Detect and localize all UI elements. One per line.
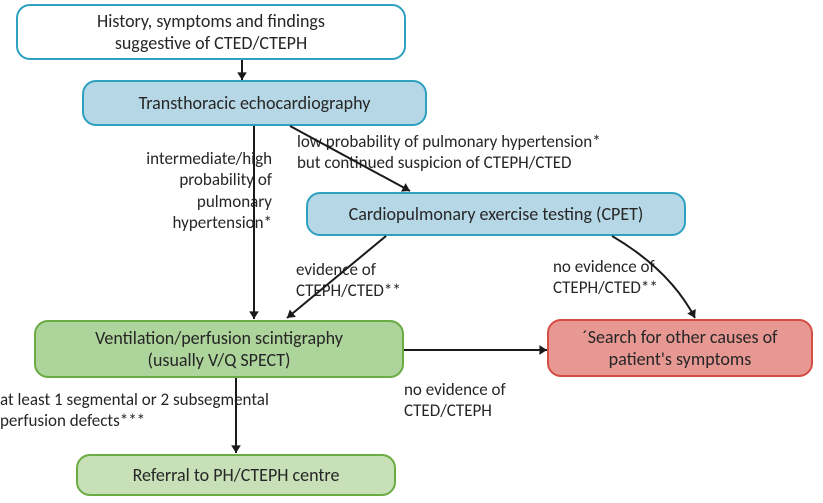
label-noevidence1: no evidence of CTEPH/CTED** [553, 256, 713, 299]
node-cpet: Cardiopulmonary exercise testing (CPET) [306, 192, 686, 236]
node-cpet-text: Cardiopulmonary exercise testing (CPET) [349, 203, 644, 226]
node-history: History, symptoms and findings suggestiv… [16, 4, 406, 60]
node-vq-text: Ventilation/perfusion scintigraphy (usua… [95, 327, 343, 372]
label-intermediate: intermediate/high probability of pulmona… [92, 148, 272, 233]
arrowhead-vq-to-referral [231, 445, 241, 453]
arrowhead-cpet-to-search [687, 309, 696, 318]
arrowhead-cpet-to-vq [287, 309, 296, 318]
node-search-text: ´Search for other causes of patient's sy… [582, 326, 777, 371]
arrowhead-echo-to-vq [249, 311, 259, 319]
node-vq: Ventilation/perfusion scintigraphy (usua… [34, 320, 404, 378]
arrowhead-echo-to-cpet [401, 183, 410, 191]
arrowhead-history-to-echo [237, 72, 247, 80]
label-lowprob: low probability of pulmonary hypertensio… [297, 131, 717, 174]
node-search: ´Search for other causes of patient's sy… [547, 319, 813, 377]
node-echo: Transthoracic echocardiography [82, 80, 427, 126]
label-evidence: evidence of CTEPH/CTED** [296, 259, 456, 302]
node-referral: Referral to PH/CTEPH centre [76, 454, 396, 496]
node-history-text: History, symptoms and findings suggestiv… [97, 10, 325, 55]
node-referral-text: Referral to PH/CTEPH centre [133, 464, 340, 487]
node-echo-text: Transthoracic echocardiography [139, 92, 371, 115]
label-defects: at least 1 segmental or 2 subsegmental p… [0, 389, 280, 432]
arrowhead-vq-to-search [539, 345, 547, 355]
label-noevidence2: no evidence of CTED/CTEPH [404, 379, 564, 422]
